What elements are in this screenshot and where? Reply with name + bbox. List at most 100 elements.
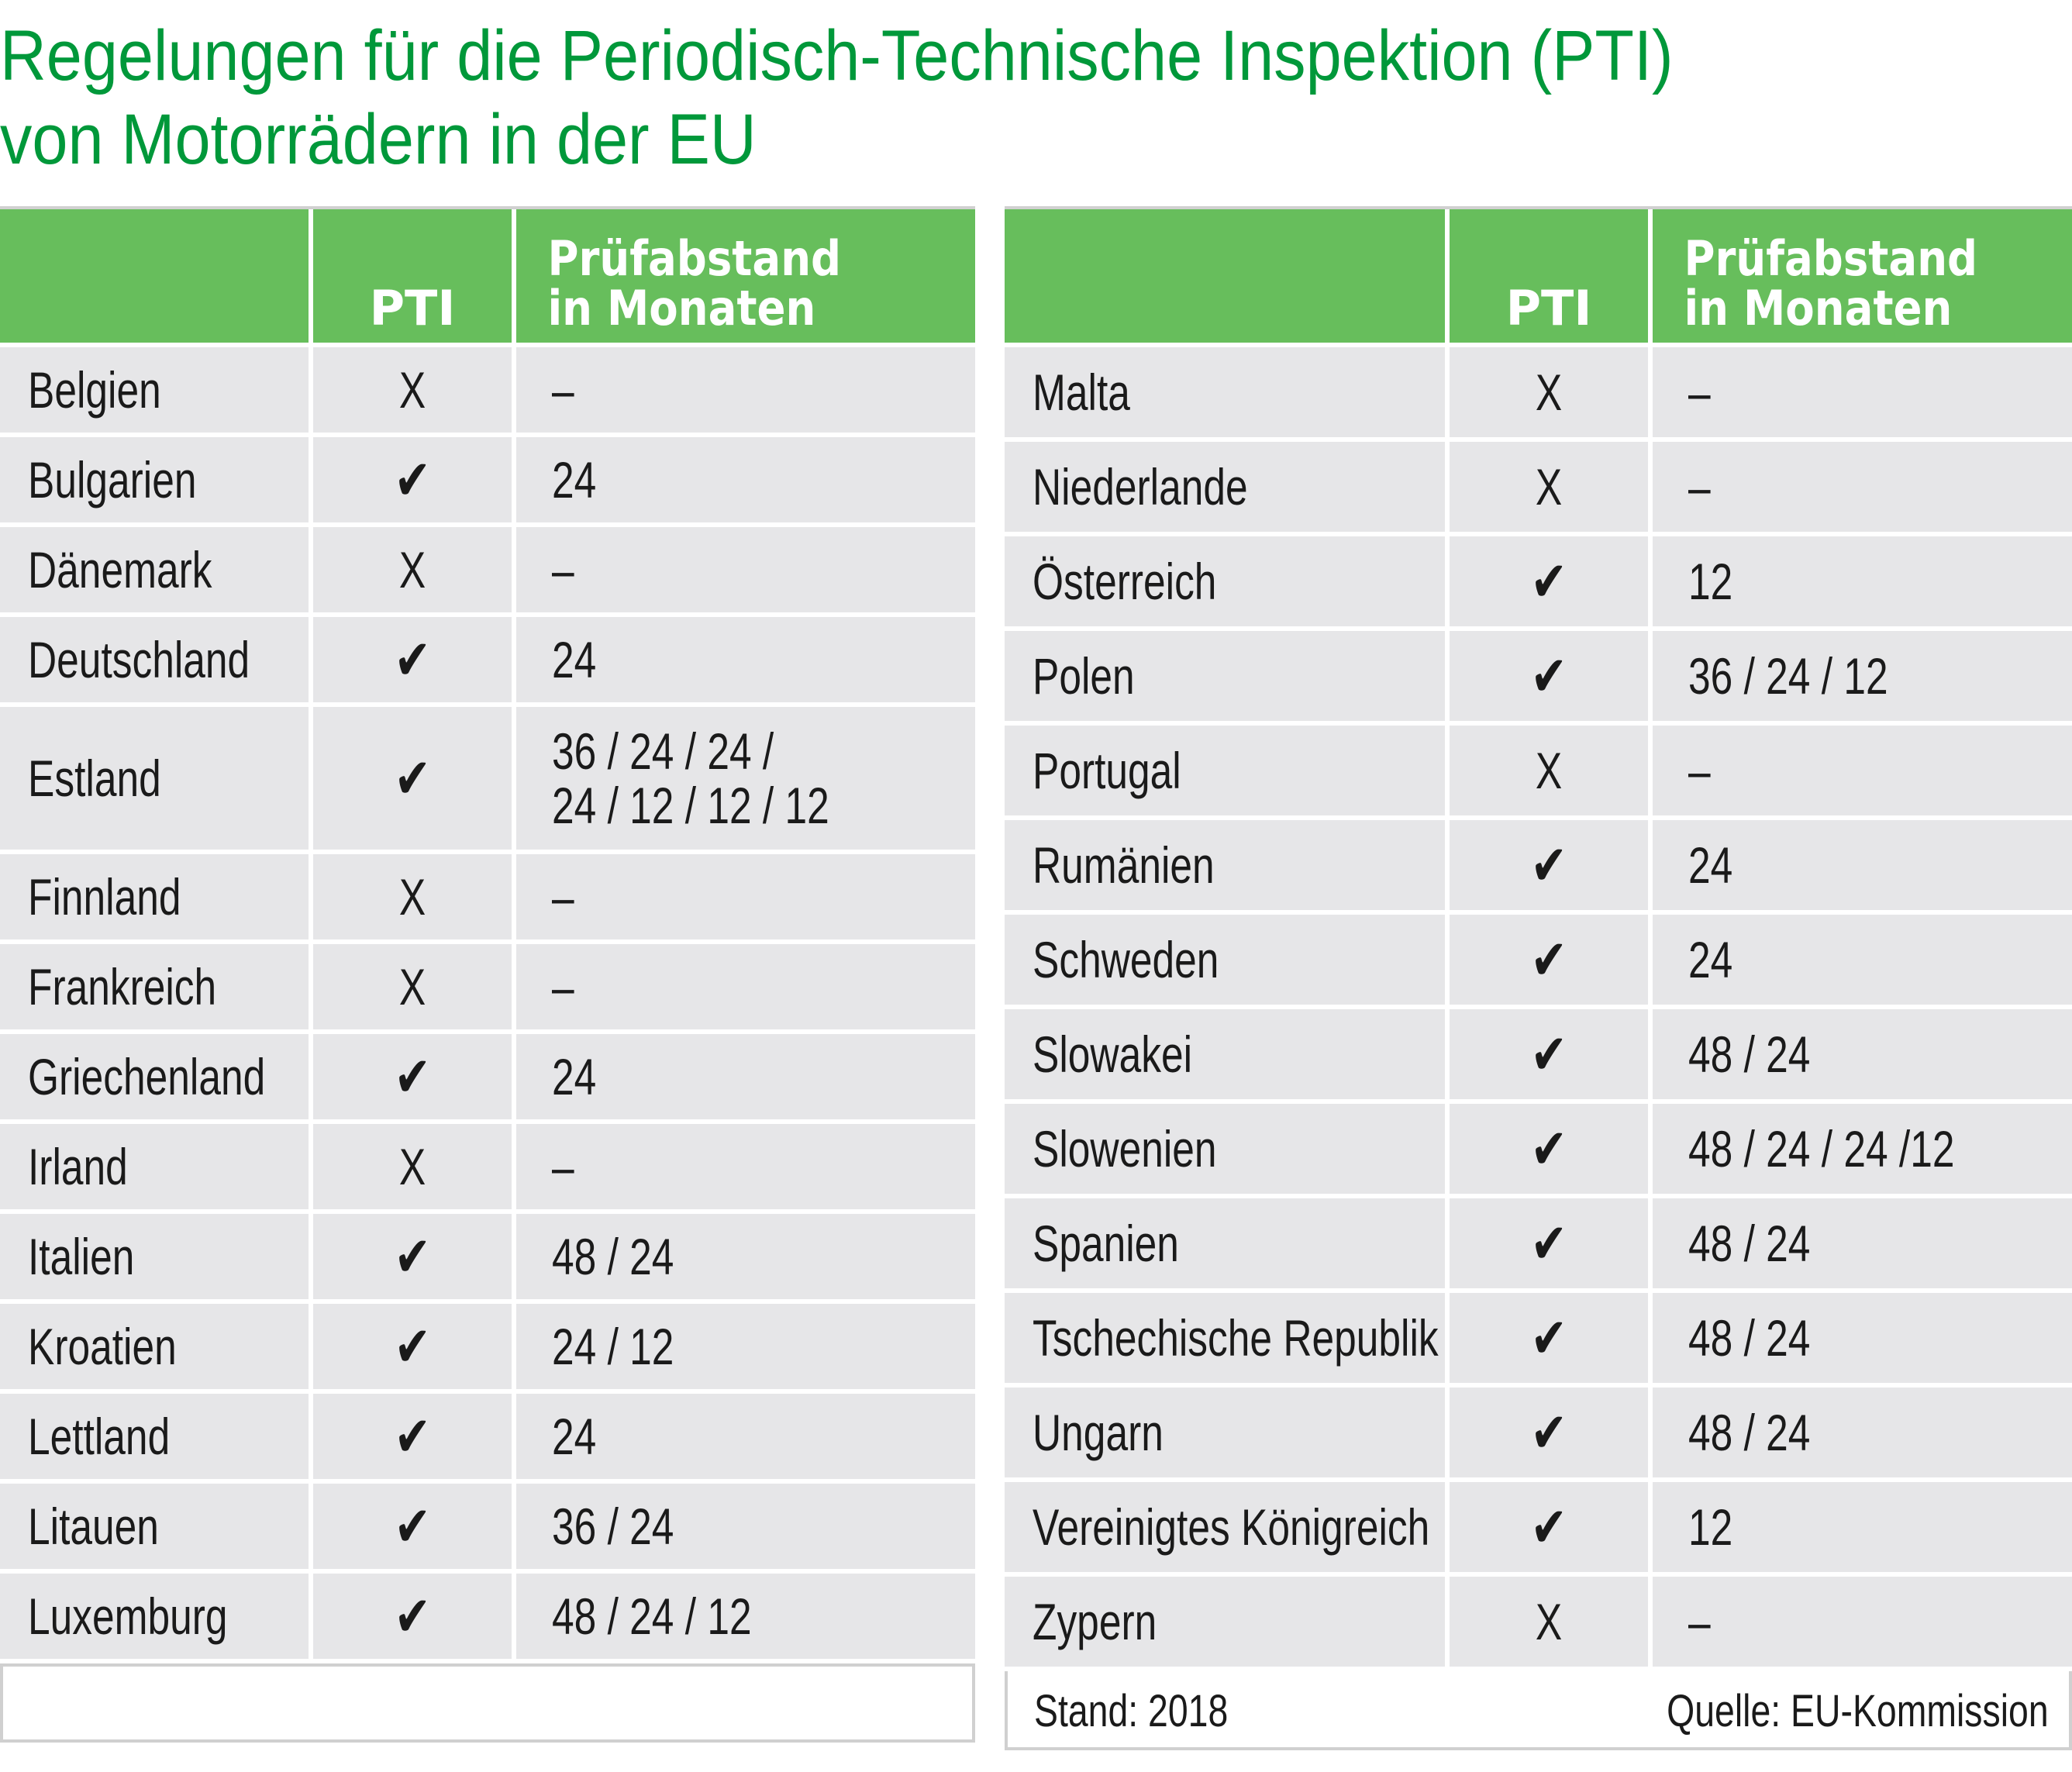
- pti-cell: ✔: [313, 1394, 516, 1479]
- pti-cell: ✔: [313, 617, 516, 702]
- interval-value: –: [552, 868, 574, 926]
- pti-cell: ✔: [1450, 536, 1653, 626]
- country-name: Rumänien: [1033, 836, 1215, 894]
- pti-cell: ✔: [1450, 1293, 1653, 1383]
- check-icon: ✔: [394, 447, 431, 512]
- pti-cell: ✔: [313, 1214, 516, 1299]
- pti-cell: X: [1450, 442, 1653, 532]
- country-name: Malta: [1033, 364, 1130, 421]
- country-cell: Slowenien: [1005, 1104, 1450, 1194]
- table-header: PTI Prüfabstand in Monaten: [1005, 209, 2072, 347]
- interval-value: 48 / 24: [1688, 1309, 1811, 1367]
- interval-cell: 36 / 24 / 12: [1653, 631, 2072, 721]
- country-name: Deutschland: [28, 631, 250, 688]
- pti-cell: X: [313, 527, 516, 612]
- country-cell: Schweden: [1005, 915, 1450, 1005]
- table-row: Rumänien ✔ 24: [1005, 820, 2072, 915]
- table-row: Spanien ✔ 48 / 24: [1005, 1198, 2072, 1293]
- country-name: Slowakei: [1033, 1026, 1193, 1083]
- interval-cell: 24 / 12: [516, 1304, 975, 1389]
- interval-value: 36 / 24: [552, 1498, 674, 1555]
- interval-value: –: [1688, 742, 1711, 799]
- interval-value: 24: [552, 1408, 597, 1465]
- country-cell: Lettland: [0, 1394, 313, 1479]
- interval-value: –: [552, 541, 574, 598]
- country-cell: Frankreich: [0, 944, 313, 1029]
- country-cell: Niederlande: [1005, 442, 1450, 532]
- table-row: Lettland ✔ 24: [0, 1394, 975, 1484]
- pti-cell: ✔: [313, 1034, 516, 1119]
- country-cell: Ungarn: [1005, 1388, 1450, 1477]
- table-row: Portugal X –: [1005, 726, 2072, 820]
- country-name: Slowenien: [1033, 1120, 1217, 1177]
- pti-cell: ✔: [313, 1574, 516, 1659]
- table-row: Italien ✔ 48 / 24: [0, 1214, 975, 1304]
- country-cell: Kroatien: [0, 1304, 313, 1389]
- interval-value: 48 / 24 / 12: [552, 1588, 752, 1645]
- country-name: Lettland: [28, 1408, 171, 1465]
- interval-value: –: [552, 1138, 574, 1195]
- header-pti: PTI: [313, 209, 516, 343]
- interval-cell: 12: [1653, 536, 2072, 626]
- table-row: Schweden ✔ 24: [1005, 915, 2072, 1009]
- check-icon: ✔: [394, 627, 431, 692]
- pti-cell: X: [1450, 726, 1653, 815]
- pti-cell: X: [313, 944, 516, 1029]
- interval-cell: –: [516, 527, 975, 612]
- country-name: Niederlande: [1033, 458, 1248, 515]
- interval-cell: 24: [516, 1394, 975, 1479]
- interval-value: 12: [1688, 553, 1733, 610]
- interval-value: –: [1688, 1593, 1711, 1650]
- table-row: Estland ✔ 36 / 24 / 24 / 24 / 12 / 12 / 12: [0, 707, 975, 854]
- country-name: Luxemburg: [28, 1588, 228, 1645]
- interval-cell: –: [516, 944, 975, 1029]
- interval-value: –: [1688, 458, 1711, 515]
- pti-cell: X: [313, 347, 516, 433]
- pti-cell: X: [313, 1124, 516, 1209]
- cross-mark: X: [1535, 1593, 1563, 1650]
- country-cell: Finnland: [0, 854, 313, 939]
- country-name: Frankreich: [28, 958, 217, 1015]
- country-name: Bulgarien: [28, 451, 197, 509]
- cross-mark: X: [1535, 364, 1563, 421]
- interval-cell: 48 / 24 / 24 /12: [1653, 1104, 2072, 1194]
- cross-mark: X: [398, 958, 426, 1015]
- country-cell: Polen: [1005, 631, 1450, 721]
- interval-value: –: [552, 361, 574, 419]
- table-row: Griechenland ✔ 24: [0, 1034, 975, 1124]
- check-icon: ✔: [394, 746, 431, 811]
- check-icon: ✔: [1530, 643, 1567, 708]
- interval-cell: 48 / 24: [516, 1214, 975, 1299]
- country-name: Griechenland: [28, 1048, 266, 1105]
- country-name: Zypern: [1033, 1593, 1157, 1650]
- table-row: Österreich ✔ 12: [1005, 536, 2072, 631]
- interval-cell: –: [1653, 726, 2072, 815]
- country-cell: Estland: [0, 707, 313, 850]
- country-name: Estland: [28, 750, 161, 807]
- country-name: Spanien: [1033, 1215, 1179, 1272]
- table-row: Litauen ✔ 36 / 24: [0, 1484, 975, 1574]
- table-row: Irland X –: [0, 1124, 975, 1214]
- interval-cell: –: [1653, 442, 2072, 532]
- interval-value: –: [1688, 364, 1711, 421]
- interval-cell: 48 / 24: [1653, 1388, 2072, 1477]
- country-cell: Luxemburg: [0, 1574, 313, 1659]
- interval-cell: –: [1653, 347, 2072, 437]
- country-cell: Spanien: [1005, 1198, 1450, 1288]
- pti-cell: ✔: [313, 707, 516, 850]
- cross-mark: X: [1535, 742, 1563, 799]
- check-icon: ✔: [394, 1044, 431, 1109]
- header-country: [1005, 209, 1450, 343]
- table-row: Belgien X –: [0, 347, 975, 437]
- table-row: Slowakei ✔ 48 / 24: [1005, 1009, 2072, 1104]
- country-cell: Griechenland: [0, 1034, 313, 1119]
- check-icon: ✔: [394, 1404, 431, 1469]
- country-cell: Italien: [0, 1214, 313, 1299]
- country-name: Italien: [28, 1228, 135, 1285]
- table-footer: Stand: 2018 Quelle: EU-Kommission: [1005, 1671, 2072, 1750]
- check-icon: ✔: [1530, 1116, 1567, 1181]
- interval-cell: –: [1653, 1577, 2072, 1667]
- cross-mark: X: [398, 868, 426, 926]
- interval-cell: 24: [1653, 915, 2072, 1005]
- country-cell: Bulgarien: [0, 437, 313, 522]
